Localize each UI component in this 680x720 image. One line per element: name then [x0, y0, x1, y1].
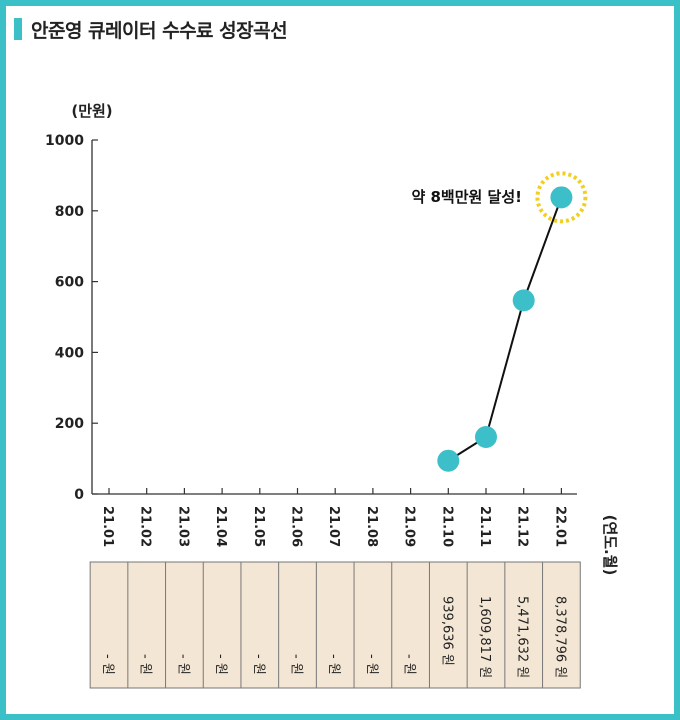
x-tick-label: 21.09	[402, 506, 417, 547]
title-bar: 안준영 큐레이터 수수료 성장곡선	[14, 16, 288, 42]
data-point	[437, 449, 460, 472]
x-tick-label: 22.01	[552, 506, 567, 547]
x-tick-label: 21.05	[251, 506, 266, 547]
table-cell-value: - 원	[402, 654, 417, 675]
y-tick-label: 600	[55, 275, 84, 291]
table-cell-value: - 원	[213, 654, 228, 675]
y-tick-label: 200	[55, 416, 84, 432]
chart-title: 안준영 큐레이터 수수료 성장곡선	[31, 19, 288, 42]
table-cell-value: 8,378,796 원	[552, 596, 567, 678]
x-tick-label: 21.08	[364, 506, 379, 547]
y-ticks: 0 200 400 600 800 1000	[45, 133, 98, 503]
x-axis-label: (연도.월)	[601, 515, 619, 576]
table-cell-value: 939,636 원	[439, 596, 454, 666]
table-background	[89, 561, 581, 689]
axes	[91, 140, 577, 495]
annotation-label: 약 8백만원 달성!	[411, 188, 522, 206]
table-cell-value: - 원	[175, 654, 190, 675]
table-cell-value: - 원	[138, 654, 153, 675]
x-tick-label: 21.01	[100, 506, 115, 547]
value-table: - 원 - 원 - 원 - 원 - 원 - 원 - 원 - 원 - 원 939,636 원 1,60…	[89, 561, 581, 689]
series-polyline	[447, 197, 563, 462]
highlight-ring	[535, 171, 588, 224]
table-cell-value: 5,471,632 원	[515, 596, 530, 678]
table-cell-value: - 원	[289, 654, 304, 675]
data-points	[437, 171, 588, 472]
x-tick-label: 21.10	[439, 506, 454, 547]
data-point	[550, 186, 573, 209]
y-axis-label: (만원)	[71, 102, 112, 120]
table-cell-value: - 원	[100, 654, 115, 675]
y-tick-label: 400	[55, 345, 84, 361]
table-cell-value: - 원	[364, 654, 379, 675]
x-tick-label: 21.03	[175, 506, 190, 547]
y-tick-label: 0	[74, 487, 84, 503]
x-tick-label: 21.04	[213, 506, 228, 547]
y-tick-label: 800	[55, 204, 84, 220]
table-cell-value: - 원	[251, 654, 266, 675]
title-accent	[14, 18, 22, 40]
table-cell-value: 1,609,817 원	[477, 596, 492, 678]
x-tick-label: 21.11	[477, 506, 492, 547]
x-tick-label: 21.06	[289, 506, 304, 547]
x-ticks: 21.01 21.02 21.03 21.04 21.05 21.06 21.07 21.08…	[100, 488, 567, 547]
y-tick-label: 1000	[45, 133, 84, 149]
data-point	[512, 289, 535, 312]
x-tick-label: 21.12	[515, 506, 530, 547]
data-point	[475, 426, 497, 449]
series-line	[447, 197, 563, 462]
table-cell-value: - 원	[326, 654, 341, 675]
x-tick-label: 21.02	[138, 506, 153, 547]
x-tick-label: 21.07	[326, 506, 341, 547]
